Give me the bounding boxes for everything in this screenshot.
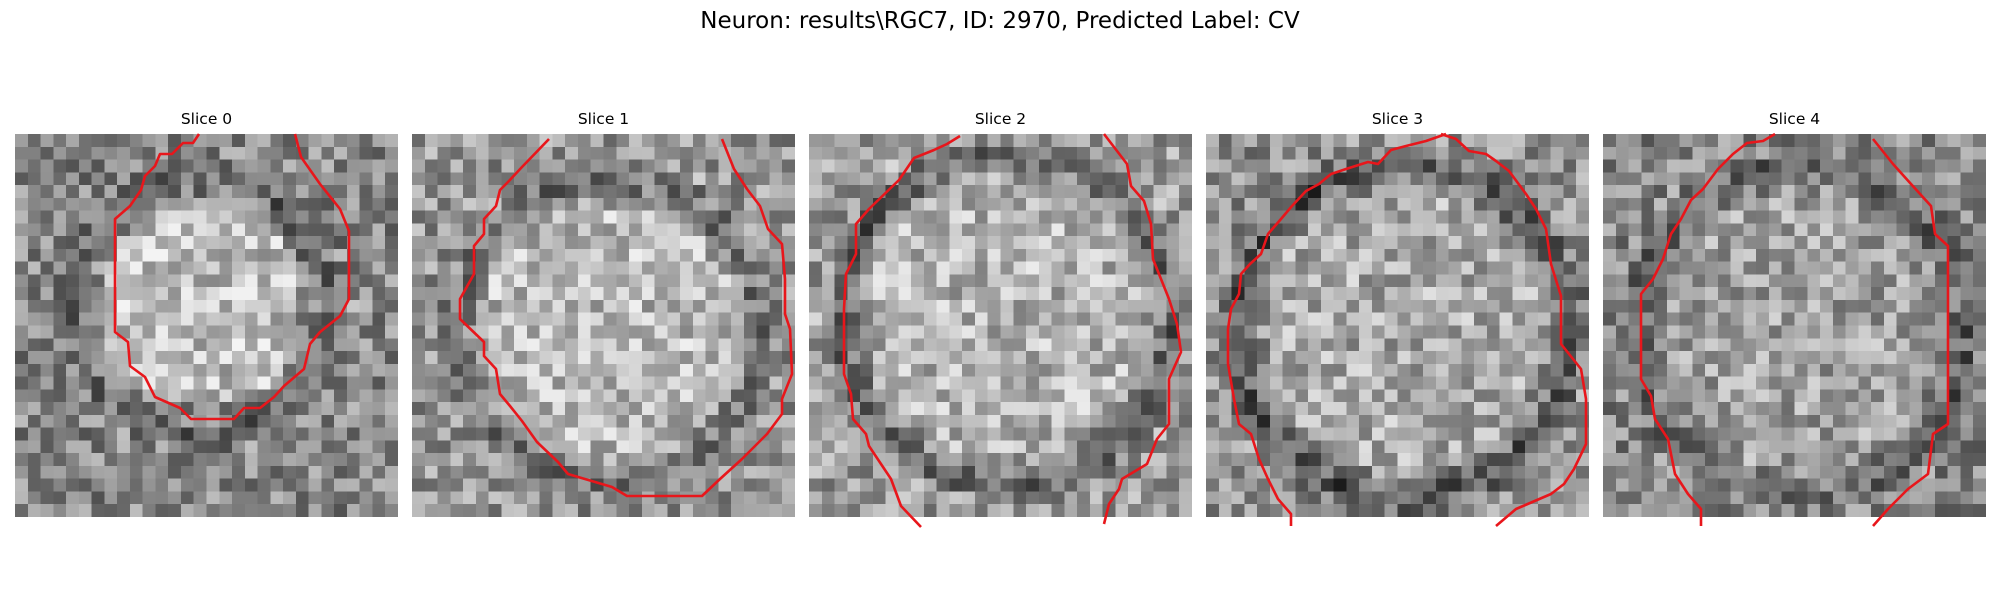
contour-overlay-1 xyxy=(458,138,794,498)
contour-left-4 xyxy=(1639,132,1776,526)
slice-panel-2: Slice 2 xyxy=(809,108,1192,528)
contour-left-2 xyxy=(842,134,961,528)
slice-title-3: Slice 3 xyxy=(1371,110,1424,128)
contour-overlay-0 xyxy=(113,133,351,421)
contour-left-0 xyxy=(113,133,351,421)
slice-image-1 xyxy=(412,134,795,517)
slice-image-0 xyxy=(15,134,398,517)
contour-left-3 xyxy=(1226,132,1447,526)
contour-right-4 xyxy=(1871,138,1950,527)
slice-panel-4: Slice 4 xyxy=(1603,108,1986,527)
contour-right-2 xyxy=(1102,133,1183,525)
slice-panel-3: Slice 3 xyxy=(1206,108,1589,527)
slice-title-4: Slice 4 xyxy=(1768,110,1821,128)
contour-1 xyxy=(458,138,794,498)
contour-overlay-3 xyxy=(1226,132,1588,527)
slice-panel-0: Slice 0 xyxy=(15,108,398,517)
contour-overlay-2 xyxy=(842,133,1183,528)
slice-image-3 xyxy=(1206,134,1589,517)
figure-title: Neuron: results\RGC7, ID: 2970, Predicte… xyxy=(700,8,1300,34)
slice-panel-1: Slice 1 xyxy=(412,108,795,517)
contour-right-3 xyxy=(1440,132,1588,527)
slice-title-1: Slice 1 xyxy=(577,110,630,128)
slice-title-0: Slice 0 xyxy=(180,110,233,128)
contour-overlay-4 xyxy=(1639,132,1950,527)
slice-title-2: Slice 2 xyxy=(974,110,1027,128)
